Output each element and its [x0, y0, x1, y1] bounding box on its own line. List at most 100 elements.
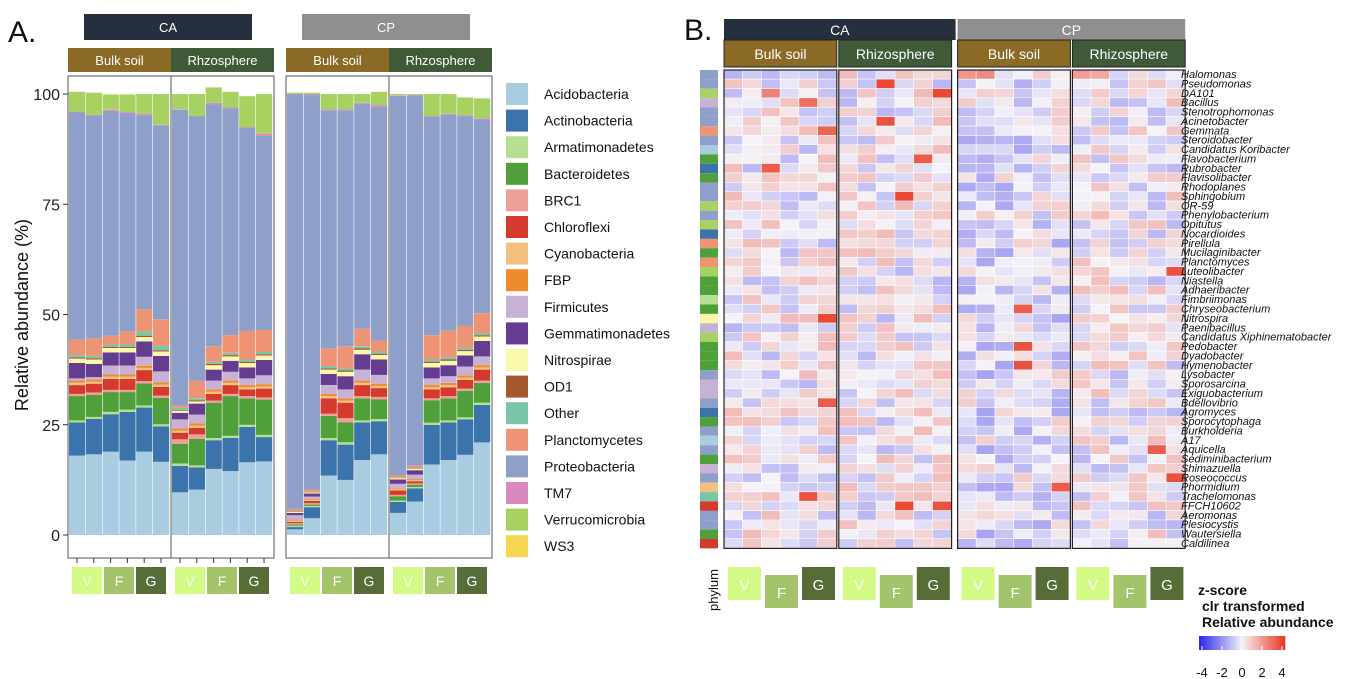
- heatmap-cell: [1147, 304, 1166, 314]
- heatmap-cell: [1014, 360, 1033, 370]
- bar-segment: [440, 357, 457, 360]
- heatmap-cell: [1051, 145, 1070, 154]
- heatmap-cell: [799, 398, 818, 408]
- heatmap-cell: [876, 229, 895, 239]
- phylum-cell: [700, 407, 718, 418]
- bar-segment: [406, 94, 423, 95]
- heatmap-cell: [1072, 163, 1091, 173]
- heatmap-cell: [1128, 304, 1147, 314]
- heatmap-cell: [995, 163, 1014, 173]
- heatmap-cell: [1032, 191, 1051, 201]
- heatmap-cell: [1128, 276, 1147, 286]
- heatmap-cell: [761, 435, 780, 445]
- legend-swatch: [506, 508, 528, 531]
- bar-segment: [205, 363, 222, 366]
- heatmap-cell: [1051, 351, 1070, 361]
- heatmap-cell: [838, 435, 857, 445]
- heatmap-cell: [976, 388, 995, 398]
- bar-segment: [390, 496, 407, 501]
- heatmap-cell: [1166, 173, 1185, 182]
- genus-label: Agromyces: [1180, 407, 1237, 419]
- bar-segment: [457, 454, 474, 535]
- bar-segment: [119, 376, 136, 379]
- bar-segment: [457, 116, 474, 326]
- bar-segment: [303, 505, 320, 508]
- bar-segment: [406, 484, 423, 487]
- phylum-cell: [700, 201, 718, 211]
- bar-segment: [337, 109, 354, 111]
- heatmap-cell: [724, 529, 743, 539]
- heatmap-cell: [1032, 435, 1051, 445]
- bar-segment: [102, 392, 119, 412]
- heatmap-cell: [876, 332, 895, 342]
- heatmap-cell: [1014, 464, 1033, 473]
- bar-segment: [457, 347, 474, 350]
- genus-label: Steroidobacter: [1181, 135, 1254, 147]
- bar-segment: [256, 352, 273, 355]
- heatmap-cell: [1091, 98, 1110, 107]
- heatmap-cell: [1110, 520, 1129, 529]
- heatmap-cell: [957, 79, 976, 89]
- heatmap-cell: [1091, 529, 1110, 539]
- heatmap-cell: [1072, 388, 1091, 398]
- bar-segment: [354, 349, 371, 355]
- heatmap-cell: [957, 539, 976, 548]
- heatmap-cell: [1091, 379, 1110, 389]
- bar-segment: [406, 479, 423, 480]
- heatmap-cell: [1032, 501, 1051, 511]
- heatmap-cell: [1032, 201, 1051, 211]
- heatmap-cell: [1051, 98, 1070, 107]
- bar-segment: [303, 501, 320, 504]
- bar-segment: [85, 358, 102, 360]
- heatmap-cell: [895, 257, 914, 267]
- heatmap-cell: [876, 398, 895, 408]
- bar-segment: [256, 399, 273, 435]
- bar-segment: [371, 419, 388, 422]
- phylum-cell: [700, 70, 718, 80]
- legend-label: FBP: [544, 272, 571, 288]
- genus-label: Aquicella: [1180, 444, 1226, 456]
- bar-segment: [337, 402, 354, 419]
- heatmap-cell: [799, 464, 818, 473]
- bar-segment: [222, 356, 239, 361]
- heatmap-cell: [1072, 379, 1091, 389]
- site-strip: [84, 14, 252, 40]
- bar-segment: [85, 379, 102, 382]
- bar-segment: [69, 112, 86, 340]
- heatmap-cell: [1166, 267, 1185, 276]
- heatmap-cell: [1032, 520, 1051, 529]
- heatmap-cell: [995, 332, 1014, 342]
- heatmap-cell: [1051, 445, 1070, 454]
- heatmap-cell: [1166, 473, 1185, 483]
- site-strip-label: CP: [377, 20, 395, 35]
- bar-segment: [69, 396, 86, 421]
- bar-segment: [371, 374, 388, 384]
- heatmap-cell: [1072, 201, 1091, 211]
- heatmap-cell: [1032, 98, 1051, 107]
- heatmap-cell: [1147, 173, 1166, 182]
- heatmap-cell: [1128, 370, 1147, 379]
- heatmap-cell: [895, 388, 914, 398]
- bar-segment: [423, 116, 440, 117]
- colorbar-step: [1205, 636, 1208, 650]
- heatmap-cell: [995, 379, 1014, 389]
- heatmap-cell: [1091, 398, 1110, 408]
- bar-segment: [69, 111, 86, 113]
- heatmap-cell: [818, 445, 837, 454]
- heatmap-cell: [995, 342, 1014, 351]
- colorbar-tick-label: 4: [1278, 665, 1285, 679]
- heatmap-cell: [838, 173, 857, 182]
- genus-label: Bdellovibrio: [1181, 397, 1238, 409]
- colorbar-step: [1261, 636, 1264, 650]
- heatmap-cell: [976, 323, 995, 333]
- heatmap-cell: [799, 501, 818, 511]
- heatmap-cell: [1072, 276, 1091, 286]
- heatmap-cell: [1166, 257, 1185, 267]
- heatmap-cell: [995, 154, 1014, 164]
- treatment-box: [175, 567, 205, 594]
- heatmap-cell: [780, 201, 799, 211]
- bar-segment: [136, 115, 153, 310]
- heatmap-cell: [995, 529, 1014, 539]
- bar-segment: [303, 503, 320, 505]
- heatmap-cell: [957, 126, 976, 136]
